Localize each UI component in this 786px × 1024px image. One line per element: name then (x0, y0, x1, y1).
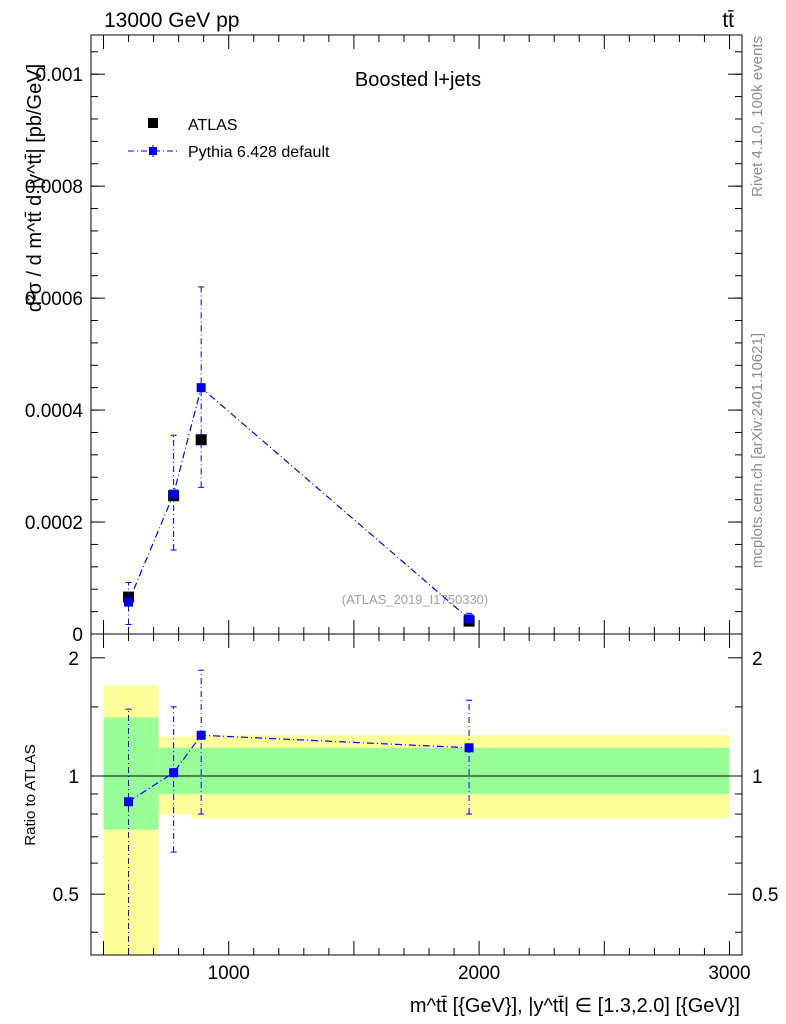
legend-label-atlas: ATLAS (188, 117, 238, 134)
legend-label-mc: Pythia 6.428 default (188, 144, 330, 161)
analysis-watermark: (ATLAS_2019_I1750330) (342, 592, 488, 607)
rivet-version-label: Rivet 4.1.0, 100k events (749, 36, 766, 197)
ratio-ytick-label-right: 1 (752, 767, 763, 788)
ratio-frame (90, 633, 743, 956)
ratio-mc-point (169, 768, 179, 778)
main-ytick-label: 0.0004 (25, 401, 84, 422)
x-axis-label: m^tt̄ [{GeV}], |y^tt̄| ∈ [1.3,2.0] [{GeV… (410, 995, 740, 1017)
ratio-ylabel: Ratio to ATLAS (22, 744, 39, 845)
mc-point (124, 597, 134, 607)
ratio-mc-point (196, 730, 206, 740)
ratio-ytick-label: 1 (68, 767, 79, 788)
main-ytick-label: 0.0008 (25, 177, 83, 198)
ratio-xtick-label: 3000 (708, 963, 750, 984)
process-label: tt̄ (722, 9, 734, 32)
ratio-xtick-label: 2000 (458, 963, 500, 984)
ratio-ytick-label-right: 2 (752, 649, 763, 670)
energy-label: 13000 GeV pp (104, 9, 239, 32)
main-panel: Boosted l+jets ATLAS Pythia 6.428 defaul… (24, 34, 743, 646)
mc-line (128, 386, 470, 620)
main-title: Boosted l+jets (355, 69, 481, 91)
ratio-panel: 0.5 0.5 1 1 2 2 1000 2000 3000 Ratio to ATLAS m^… (22, 633, 778, 1017)
ratio-ytick-label: 0.5 (53, 885, 79, 906)
ratio-mc-point (464, 743, 474, 753)
legend: ATLAS Pythia 6.428 default (128, 117, 330, 161)
ratio-ytick-label: 2 (68, 649, 79, 670)
legend-marker-mc (149, 147, 157, 155)
main-ytick-label: 0.0006 (25, 289, 83, 310)
mc-point (464, 614, 474, 624)
atlas-point (195, 434, 207, 446)
ratio-ytick-label-right: 0.5 (752, 885, 778, 906)
ratio-mc-point (124, 797, 134, 807)
ratio-band-inner (191, 747, 730, 794)
ratio-mc-line (128, 734, 470, 803)
ratio-band-inner (103, 717, 159, 830)
main-ytick-label: 0.0002 (25, 513, 83, 534)
mc-point (169, 489, 179, 499)
mcplots-url-label: mcplots.cern.ch [arXiv:2401.10621] (749, 333, 766, 568)
main-ytick-label: 0 (72, 625, 83, 646)
main-ylabel-text: d²σ / d m^tt̄ d |y^tt̄| [pb/GeV] (24, 64, 46, 312)
main-ylabel: d²σ / d m^tt̄ d |y^tt̄| [pb/GeV] (24, 64, 46, 312)
mc-point (196, 383, 206, 393)
legend-marker-atlas (148, 118, 158, 128)
ratio-xtick-label: 1000 (208, 963, 250, 984)
main-ytick-label: 0.001 (35, 65, 83, 86)
